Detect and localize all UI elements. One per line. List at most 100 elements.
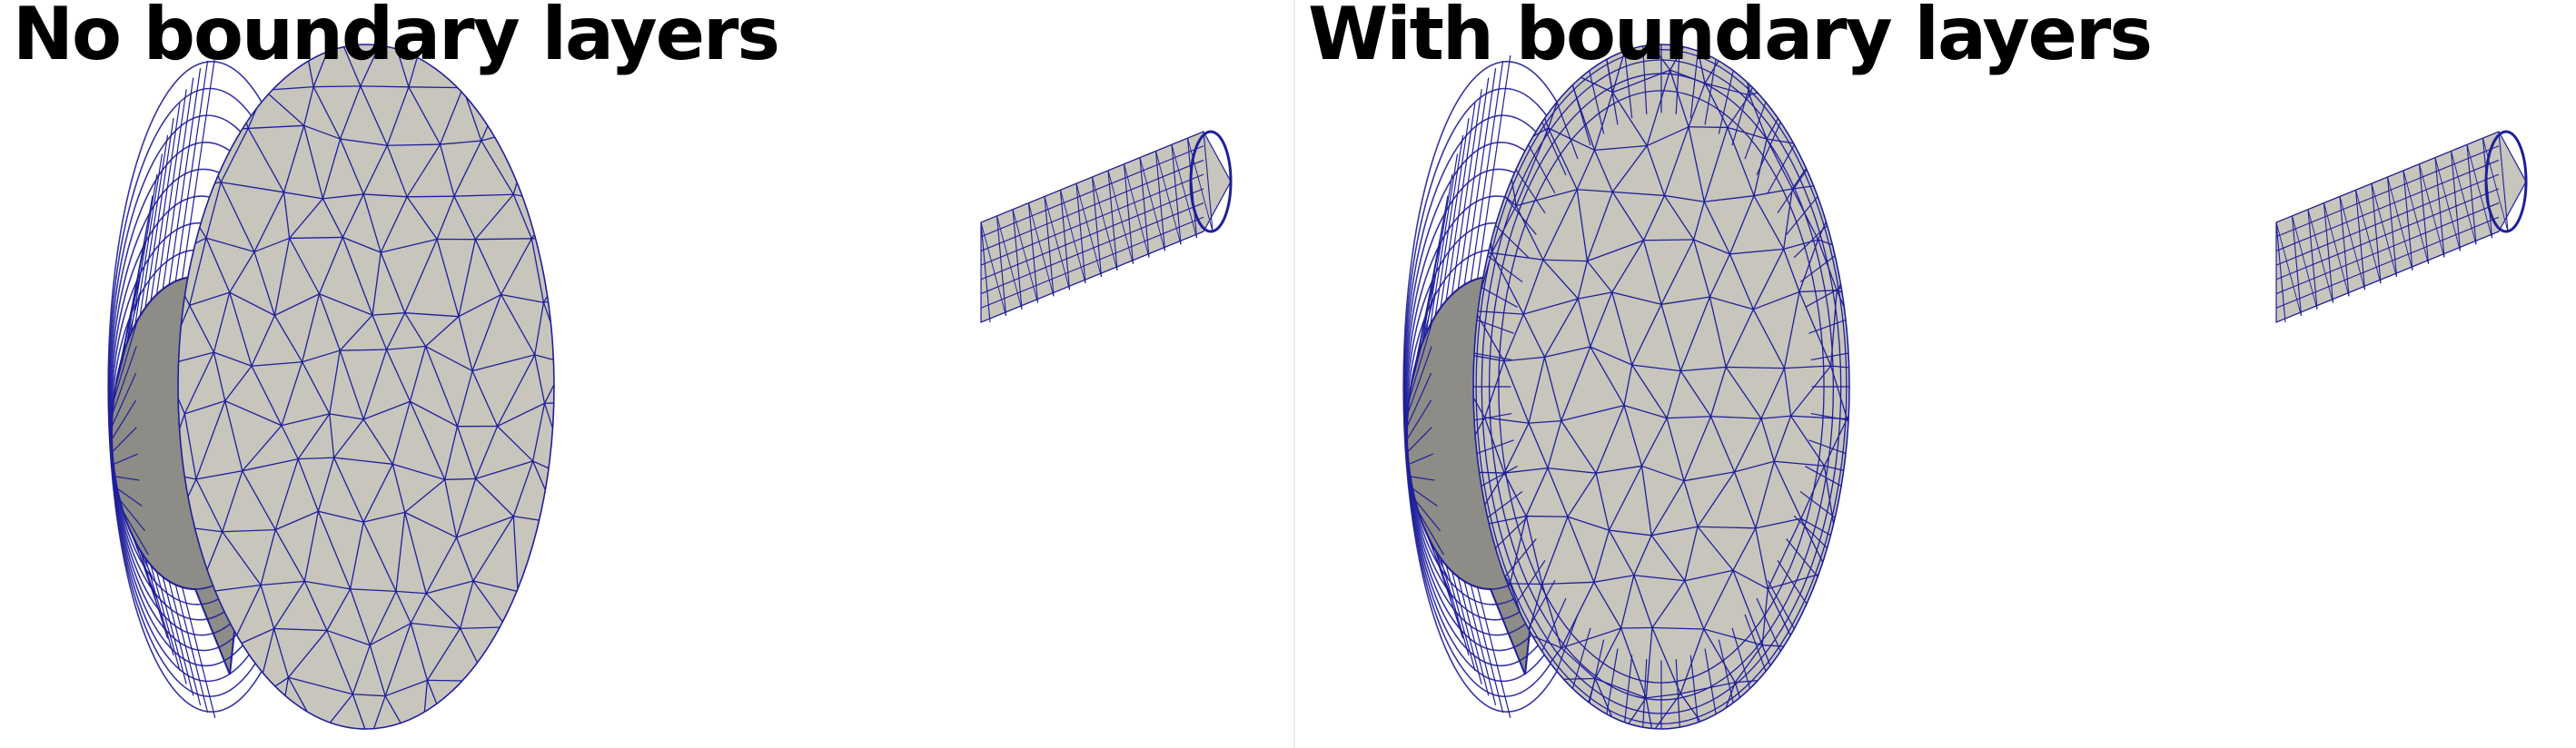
pipe-mesh-edge bbox=[2450, 151, 2462, 251]
cap-mesh-edge bbox=[1709, 296, 1754, 310]
cap-mesh-edge bbox=[425, 345, 473, 372]
cap-mesh-edge bbox=[385, 349, 411, 402]
cap-mesh-edge bbox=[369, 591, 397, 645]
cap-mesh-edge bbox=[408, 86, 441, 145]
body-mesh-edge bbox=[1407, 346, 1432, 415]
cap-mesh-edge bbox=[297, 458, 319, 512]
boundary-layer-edge bbox=[1541, 597, 1567, 652]
cap-mesh-edge bbox=[407, 195, 455, 198]
cap-mesh-edge bbox=[248, 124, 304, 130]
cap-mesh-edge bbox=[303, 124, 341, 140]
cap-mesh-edge bbox=[333, 457, 393, 465]
pipe-mesh-edge bbox=[2466, 144, 2477, 245]
cap-mesh-edge bbox=[189, 238, 207, 306]
cap-mesh-edge bbox=[583, 237, 600, 293]
cap-mesh-edge bbox=[472, 516, 514, 582]
cap-mesh-edge bbox=[1854, 623, 1868, 698]
cap-mesh-edge bbox=[178, 305, 191, 366]
cap-mesh-edge bbox=[1795, 646, 1831, 704]
cap-mesh-edge bbox=[1823, 418, 1848, 467]
cap-mesh-edge bbox=[472, 580, 507, 628]
cap-mesh-edge bbox=[504, 677, 530, 729]
pipe-mesh-edge bbox=[1060, 190, 1086, 284]
cap-mesh-edge bbox=[1660, 304, 1681, 371]
cap-mesh-edge bbox=[302, 349, 341, 363]
cap-mesh-edge bbox=[303, 125, 324, 200]
cap-mesh-edge bbox=[1503, 472, 1527, 517]
pipe-mesh-edge bbox=[1075, 183, 1086, 284]
cap-mesh-edge bbox=[462, 76, 510, 89]
body-mesh-edge bbox=[130, 173, 158, 335]
cap-mesh-edge bbox=[475, 460, 533, 480]
pipe-mesh-edge bbox=[980, 202, 1204, 295]
cap-mesh-edge bbox=[572, 577, 602, 628]
cap-mesh-edge bbox=[363, 193, 408, 198]
cap-mesh-edge bbox=[273, 238, 291, 316]
cap-mesh-edge bbox=[1473, 693, 1480, 729]
cap-mesh-edge bbox=[1642, 195, 1665, 241]
cap-mesh-edge bbox=[274, 458, 299, 530]
cap-mesh-edge bbox=[1876, 130, 1883, 205]
cap-mesh-edge bbox=[283, 192, 323, 200]
cap-mesh-edge bbox=[406, 143, 441, 198]
pipe-mesh-edge bbox=[2323, 202, 2350, 297]
cap-mesh-edge bbox=[178, 686, 190, 729]
cap-mesh-edge bbox=[542, 236, 554, 303]
boundary-layer-edge bbox=[1810, 412, 1849, 421]
cap-mesh-edge bbox=[1755, 461, 1775, 529]
cap-mesh-edge bbox=[1725, 367, 1762, 419]
cap-mesh-edge bbox=[440, 140, 481, 145]
cap-mesh-edge bbox=[560, 644, 563, 693]
pipe-mesh-edge bbox=[1139, 157, 1150, 258]
body-mesh-edge bbox=[144, 117, 174, 309]
cap-mesh-edge bbox=[1522, 260, 1544, 315]
body-mesh-edge bbox=[182, 55, 216, 280]
pipe-mesh-edge bbox=[2339, 196, 2350, 297]
cap-mesh-edge bbox=[544, 401, 554, 404]
cap-mesh-edge bbox=[370, 622, 411, 646]
cap-mesh-edge bbox=[1593, 150, 1613, 192]
cap-mesh-edge bbox=[506, 626, 554, 645]
cap-mesh-edge bbox=[339, 138, 364, 195]
cap-mesh-edge bbox=[329, 349, 341, 415]
cap-mesh-edge bbox=[222, 470, 243, 532]
cap-mesh-edge bbox=[1473, 417, 1486, 473]
cap-mesh-edge bbox=[1729, 248, 1784, 255]
cap-mesh-edge bbox=[229, 291, 275, 317]
cap-mesh-edge bbox=[532, 403, 546, 462]
panel-title: No boundary layers bbox=[13, 0, 780, 76]
cap-mesh-edge bbox=[409, 346, 427, 402]
cap-mesh-edge bbox=[282, 125, 305, 192]
cap-mesh-edge bbox=[189, 593, 199, 626]
boundary-layer-edge bbox=[1606, 59, 1619, 125]
cap-mesh-edge bbox=[273, 628, 290, 678]
cap-mesh-edge bbox=[1783, 291, 1800, 369]
cap-mesh-edge bbox=[453, 195, 476, 240]
cap-mesh-edge bbox=[297, 413, 331, 459]
cap-mesh-edge bbox=[1590, 346, 1625, 406]
cap-mesh-edge bbox=[1560, 346, 1591, 421]
cap-mesh-edge bbox=[392, 463, 445, 480]
body-mesh-edge bbox=[1457, 77, 1490, 290]
cap-mesh-edge bbox=[1872, 307, 1887, 370]
cap-mesh-edge bbox=[1854, 623, 1893, 643]
cap-mesh-edge bbox=[1528, 422, 1549, 468]
pipe-mesh-edge bbox=[980, 221, 991, 323]
cap-mesh-edge bbox=[425, 580, 474, 595]
cap-mesh-edge bbox=[384, 679, 428, 697]
pipe-mesh-edge bbox=[1171, 144, 1197, 239]
boundary-layer-edge bbox=[1571, 84, 1591, 146]
cap-mesh-edge bbox=[1578, 291, 1612, 300]
cap-mesh-edge bbox=[542, 73, 554, 137]
cap-mesh-edge bbox=[1537, 679, 1578, 729]
cap-mesh-edge bbox=[1753, 195, 1785, 250]
cap-mesh-edge bbox=[1843, 182, 1849, 256]
cap-mesh-edge bbox=[368, 695, 386, 729]
cap-mesh-edge bbox=[1868, 643, 1892, 697]
cap-mesh-edge bbox=[1543, 298, 1579, 358]
cap-mesh-edge bbox=[1576, 150, 1596, 191]
cap-mesh-edge bbox=[410, 593, 427, 624]
cap-mesh-edge bbox=[1697, 526, 1756, 529]
cap-mesh-edge bbox=[1478, 703, 1506, 729]
cap-mesh-edge bbox=[1843, 182, 1849, 206]
